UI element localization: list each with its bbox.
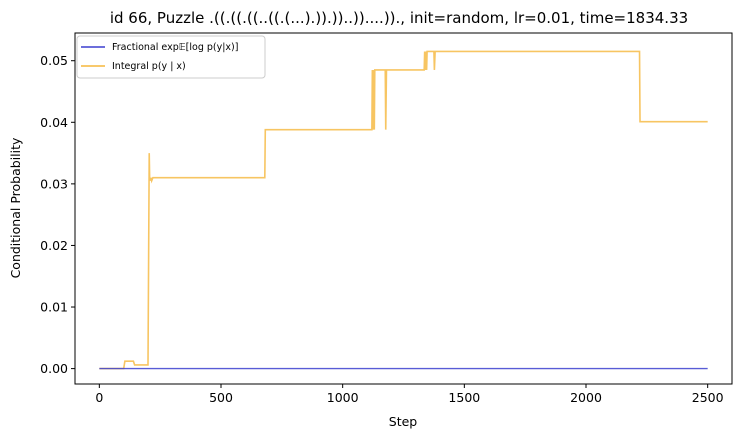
x-tick-label: 1000 [327, 390, 359, 405]
plot-frame [74, 32, 733, 385]
series-line-integral [99, 50, 708, 370]
x-axis-ticks: 0 500 1000 1500 2000 2500 [95, 384, 724, 405]
y-tick-label: 0.04 [40, 115, 68, 130]
y-tick-label: 0.05 [40, 53, 68, 68]
x-axis-label: Step [389, 414, 418, 429]
y-axis-label: Conditional Probability [8, 137, 23, 278]
legend-label-fractional: Fractional exp𝔼[log p(y|x)] [112, 42, 238, 53]
y-tick-label: 0.01 [40, 300, 68, 315]
legend-label-integral: Integral p(y | x) [112, 61, 186, 72]
plot-area [74, 32, 733, 385]
x-tick-label: 1500 [448, 390, 480, 405]
x-tick-label: 0 [95, 390, 103, 405]
series-layer [99, 50, 708, 370]
x-tick-label: 2000 [570, 390, 602, 405]
y-tick-label: 0.03 [40, 176, 68, 191]
y-tick-label: 0.02 [40, 238, 68, 253]
legend-box [76, 35, 266, 79]
chart-title: id 66, Puzzle .((.((.((..((.(...).)).)).… [110, 9, 688, 27]
y-tick-label: 0.00 [40, 361, 68, 376]
legend: Fractional exp𝔼[log p(y|x)] Integral p(y… [76, 35, 266, 79]
x-tick-label: 2500 [692, 390, 724, 405]
y-axis-ticks: 0.00 0.01 0.02 0.03 0.04 0.05 [40, 53, 75, 376]
x-tick-label: 500 [209, 390, 233, 405]
